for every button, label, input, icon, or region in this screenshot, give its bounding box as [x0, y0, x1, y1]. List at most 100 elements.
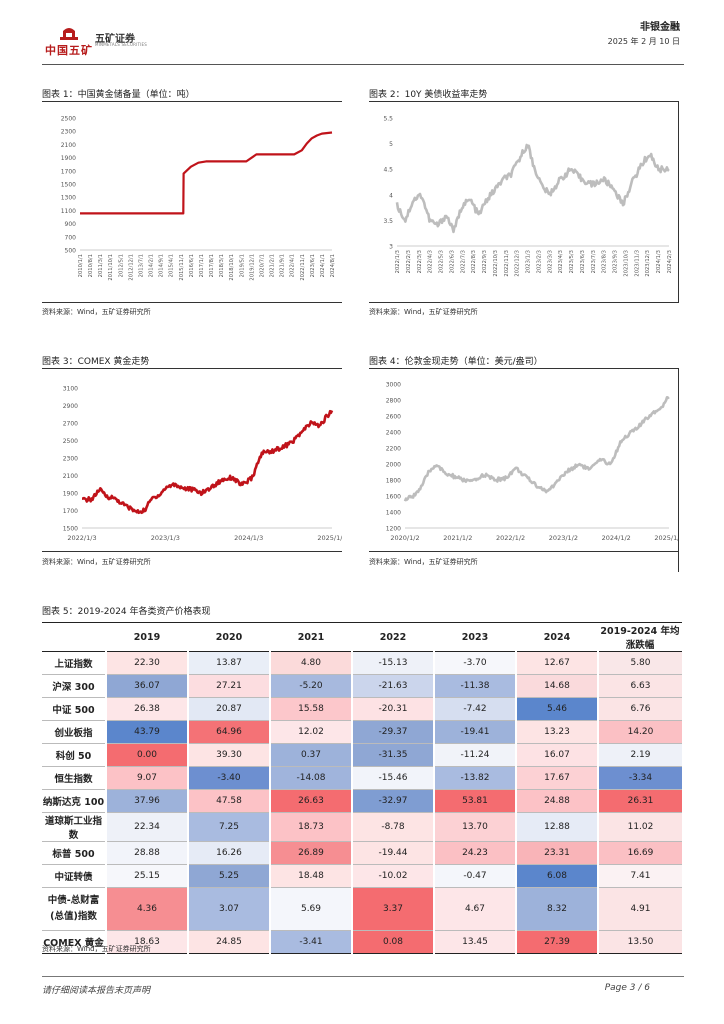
- value-cell: 0.37: [269, 743, 352, 767]
- report-section: 非银金融: [640, 22, 680, 33]
- x-tick-label: 2022/8/3: [471, 250, 477, 273]
- chart-us10y-yield: 3 3.5 4 4.5 5 5.5 2022/1/3 2022/2/3 2022/3/3 2022…: [383, 116, 673, 277]
- figure-4-top-rule: [369, 368, 679, 369]
- value-cell: 0.00: [105, 743, 188, 767]
- value-cell: 2.19: [597, 743, 682, 767]
- row-label: 沪深 300: [42, 674, 106, 698]
- value-cell: -8.78: [351, 812, 434, 842]
- chart-london-gold-spot: 1200 1400 1600 1800 2000 2200 2400 2600 2800 3000…: [386, 382, 679, 543]
- header-cell: [42, 622, 106, 652]
- row-label: 中债-总财富(总值)指数: [42, 887, 106, 931]
- row-label: 纳斯达克 100: [42, 789, 106, 813]
- value-cell: 3.37: [351, 887, 434, 931]
- header-divider: [42, 64, 684, 65]
- x-tick-label: 2023/10/3: [623, 250, 629, 277]
- figure-4-source: 资料来源：Wind，五矿证券研究所: [369, 558, 478, 566]
- table-row: 中证 500 26.38 20.87 15.58 -20.31 -7.42 5.46 6.76: [42, 697, 682, 721]
- value-cell: -3.70: [433, 651, 516, 675]
- figure-4-right-rule: [678, 368, 679, 572]
- y-tick-label: 2300: [63, 456, 78, 463]
- value-cell: -14.08: [269, 766, 352, 790]
- row-label: COMEX 黄金: [42, 930, 106, 954]
- value-cell: 18.73: [269, 812, 352, 842]
- figure-3-bottom-rule: [42, 551, 342, 552]
- value-cell: 16.26: [187, 841, 270, 865]
- x-tick-label: 2023/3/3: [547, 250, 553, 273]
- chart-gold-reserve: 500 700 900 1100 1300 1500 1700 1900 2100 2300 250…: [61, 116, 336, 281]
- series-line: [403, 396, 670, 502]
- y-tick-label: 2300: [61, 129, 76, 136]
- value-cell: 26.38: [105, 697, 188, 721]
- x-tick-label: 2022/7/3: [460, 250, 466, 273]
- y-tick-label: 1900: [61, 155, 76, 162]
- y-tick-label: 1800: [386, 478, 401, 485]
- value-cell: -5.20: [269, 674, 352, 698]
- row-label: 中证 500: [42, 697, 106, 721]
- table-5-title: 图表 5：2019-2024 年各类资产价格表现: [42, 607, 211, 617]
- value-cell: 5.80: [597, 651, 682, 675]
- value-cell: 64.96: [187, 720, 270, 744]
- x-tick-label: 2012/5/1: [118, 254, 124, 277]
- x-tick-label: 2022/2/3: [406, 250, 412, 273]
- x-tick-label: 2023/11/3: [634, 250, 640, 277]
- y-tick-label: 1900: [63, 491, 78, 498]
- series-line: [395, 143, 670, 234]
- x-tick-label: 2021/1/2: [443, 534, 472, 542]
- value-cell: 3.07: [187, 887, 270, 931]
- figure-1-source: 资料来源：Wind，五矿证券研究所: [42, 308, 151, 316]
- y-tick-label: 2500: [61, 116, 76, 123]
- value-cell: 9.07: [105, 766, 188, 790]
- table-row: 科创 50 0.00 39.30 0.37 -31.35 -11.24 16.07 2.19: [42, 743, 682, 767]
- y-tick-label: 1300: [61, 195, 76, 202]
- x-tick-label: 2023/4/3: [558, 250, 564, 273]
- value-cell: 26.63: [269, 789, 352, 813]
- x-tick-label: 2020/1/2: [390, 534, 419, 542]
- y-tick-label: 4.5: [383, 167, 393, 174]
- value-cell: 47.58: [187, 789, 270, 813]
- value-cell: 37.96: [105, 789, 188, 813]
- header-cell: 2021: [270, 622, 352, 652]
- value-cell: 14.20: [597, 720, 682, 744]
- value-cell: -11.24: [433, 743, 516, 767]
- value-cell: 14.68: [515, 674, 598, 698]
- header-cell: 2024: [516, 622, 598, 652]
- x-tick-label: 2023/8/3: [602, 250, 608, 273]
- value-cell: 8.32: [515, 887, 598, 931]
- row-label: 中证转债: [42, 864, 106, 888]
- x-tick-label: 2023/1/2: [549, 534, 578, 542]
- figure-1-top-rule: [42, 101, 342, 102]
- value-cell: 0.08: [351, 930, 434, 954]
- x-tick-label: 2010/1/1: [78, 254, 84, 277]
- x-tick-label: 2024/1/2: [602, 534, 631, 542]
- y-tick-label: 1100: [61, 208, 76, 215]
- row-label: 创业板指: [42, 720, 106, 744]
- y-tick-label: 3.5: [383, 218, 393, 225]
- value-cell: 4.36: [105, 887, 188, 931]
- value-cell: 15.58: [269, 697, 352, 721]
- asset-performance-table: 2019 2020 2021 2022 2023 2024 2019-2024 …: [42, 622, 682, 954]
- value-cell: 39.30: [187, 743, 270, 767]
- report-date: 2025 年 2 月 10 日: [607, 37, 680, 46]
- x-tick-label: 2022/12/3: [515, 250, 521, 277]
- x-tick-label: 2019/12/1: [249, 254, 255, 281]
- y-tick-label: 2500: [63, 438, 78, 445]
- y-tick-label: 5: [389, 141, 393, 148]
- value-cell: -29.37: [351, 720, 434, 744]
- value-cell: 53.81: [433, 789, 516, 813]
- figure-3-title: 图表 3：COMEX 黄金走势: [42, 357, 150, 367]
- x-tick-label: 2021/9/1: [280, 254, 286, 277]
- value-cell: -13.82: [433, 766, 516, 790]
- value-cell: -15.13: [351, 651, 434, 675]
- y-tick-label: 2900: [63, 403, 78, 410]
- y-tick-label: 500: [65, 248, 77, 255]
- value-cell: 26.31: [597, 789, 682, 813]
- value-cell: 7.25: [187, 812, 270, 842]
- value-cell: 20.87: [187, 697, 270, 721]
- brand-name-en: MINMETALS SECURITIES: [95, 42, 147, 47]
- x-tick-label: 2023/1/3: [151, 534, 180, 542]
- value-cell: 13.70: [433, 812, 516, 842]
- y-tick-label: 1200: [386, 526, 401, 533]
- y-tick-label: 3100: [63, 386, 78, 393]
- value-cell: 12.88: [515, 812, 598, 842]
- value-cell: 18.63: [105, 930, 188, 954]
